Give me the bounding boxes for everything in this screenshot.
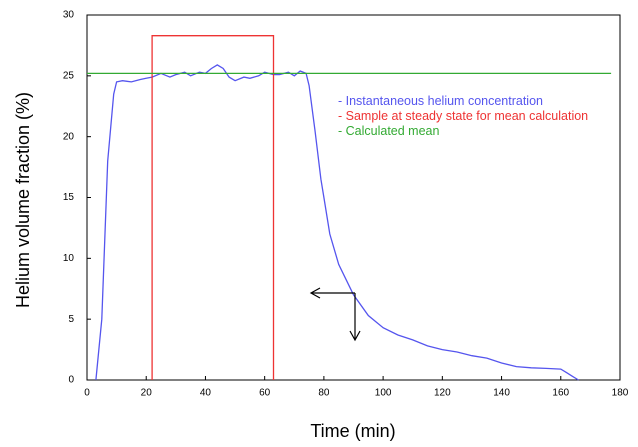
arrow-head [349,330,361,342]
x-tick-label: 140 [493,388,510,399]
y-tick-label: 10 [63,253,75,264]
y-tick-label: 25 [63,70,75,81]
x-tick-label: 120 [434,388,451,399]
arrow-head [309,287,321,299]
x-tick-label: 100 [375,388,392,399]
y-tick-label: 15 [63,192,75,203]
y-tick-label: 20 [63,131,75,142]
x-tick-label: 0 [84,388,90,399]
series-line [95,64,579,381]
y-tick-label: 5 [68,314,74,325]
y-tick-label: 0 [68,375,74,386]
x-tick-label: 80 [318,388,330,399]
plot-frame [86,14,621,381]
legend: - Instantaneous helium concentration - Sa… [338,94,628,139]
arrows [309,287,361,342]
legend-entry: - Sample at steady state for mean calcul… [338,109,589,123]
y-tick-label: 30 [63,10,75,21]
x-tick-label: 160 [552,388,569,399]
x-tick-label: 20 [141,388,153,399]
x-axis-label: Time (min) [310,421,395,441]
x-tick-label: 180 [612,388,629,399]
y-axis-label: Helium volume fraction (%) [13,92,33,308]
legend-entry: - Instantaneous helium concentration [338,94,543,108]
x-tick-label: 60 [259,388,271,399]
x-tick-label: 40 [200,388,212,399]
legend-entry: - Calculated mean [338,124,440,138]
series-line [151,35,275,380]
